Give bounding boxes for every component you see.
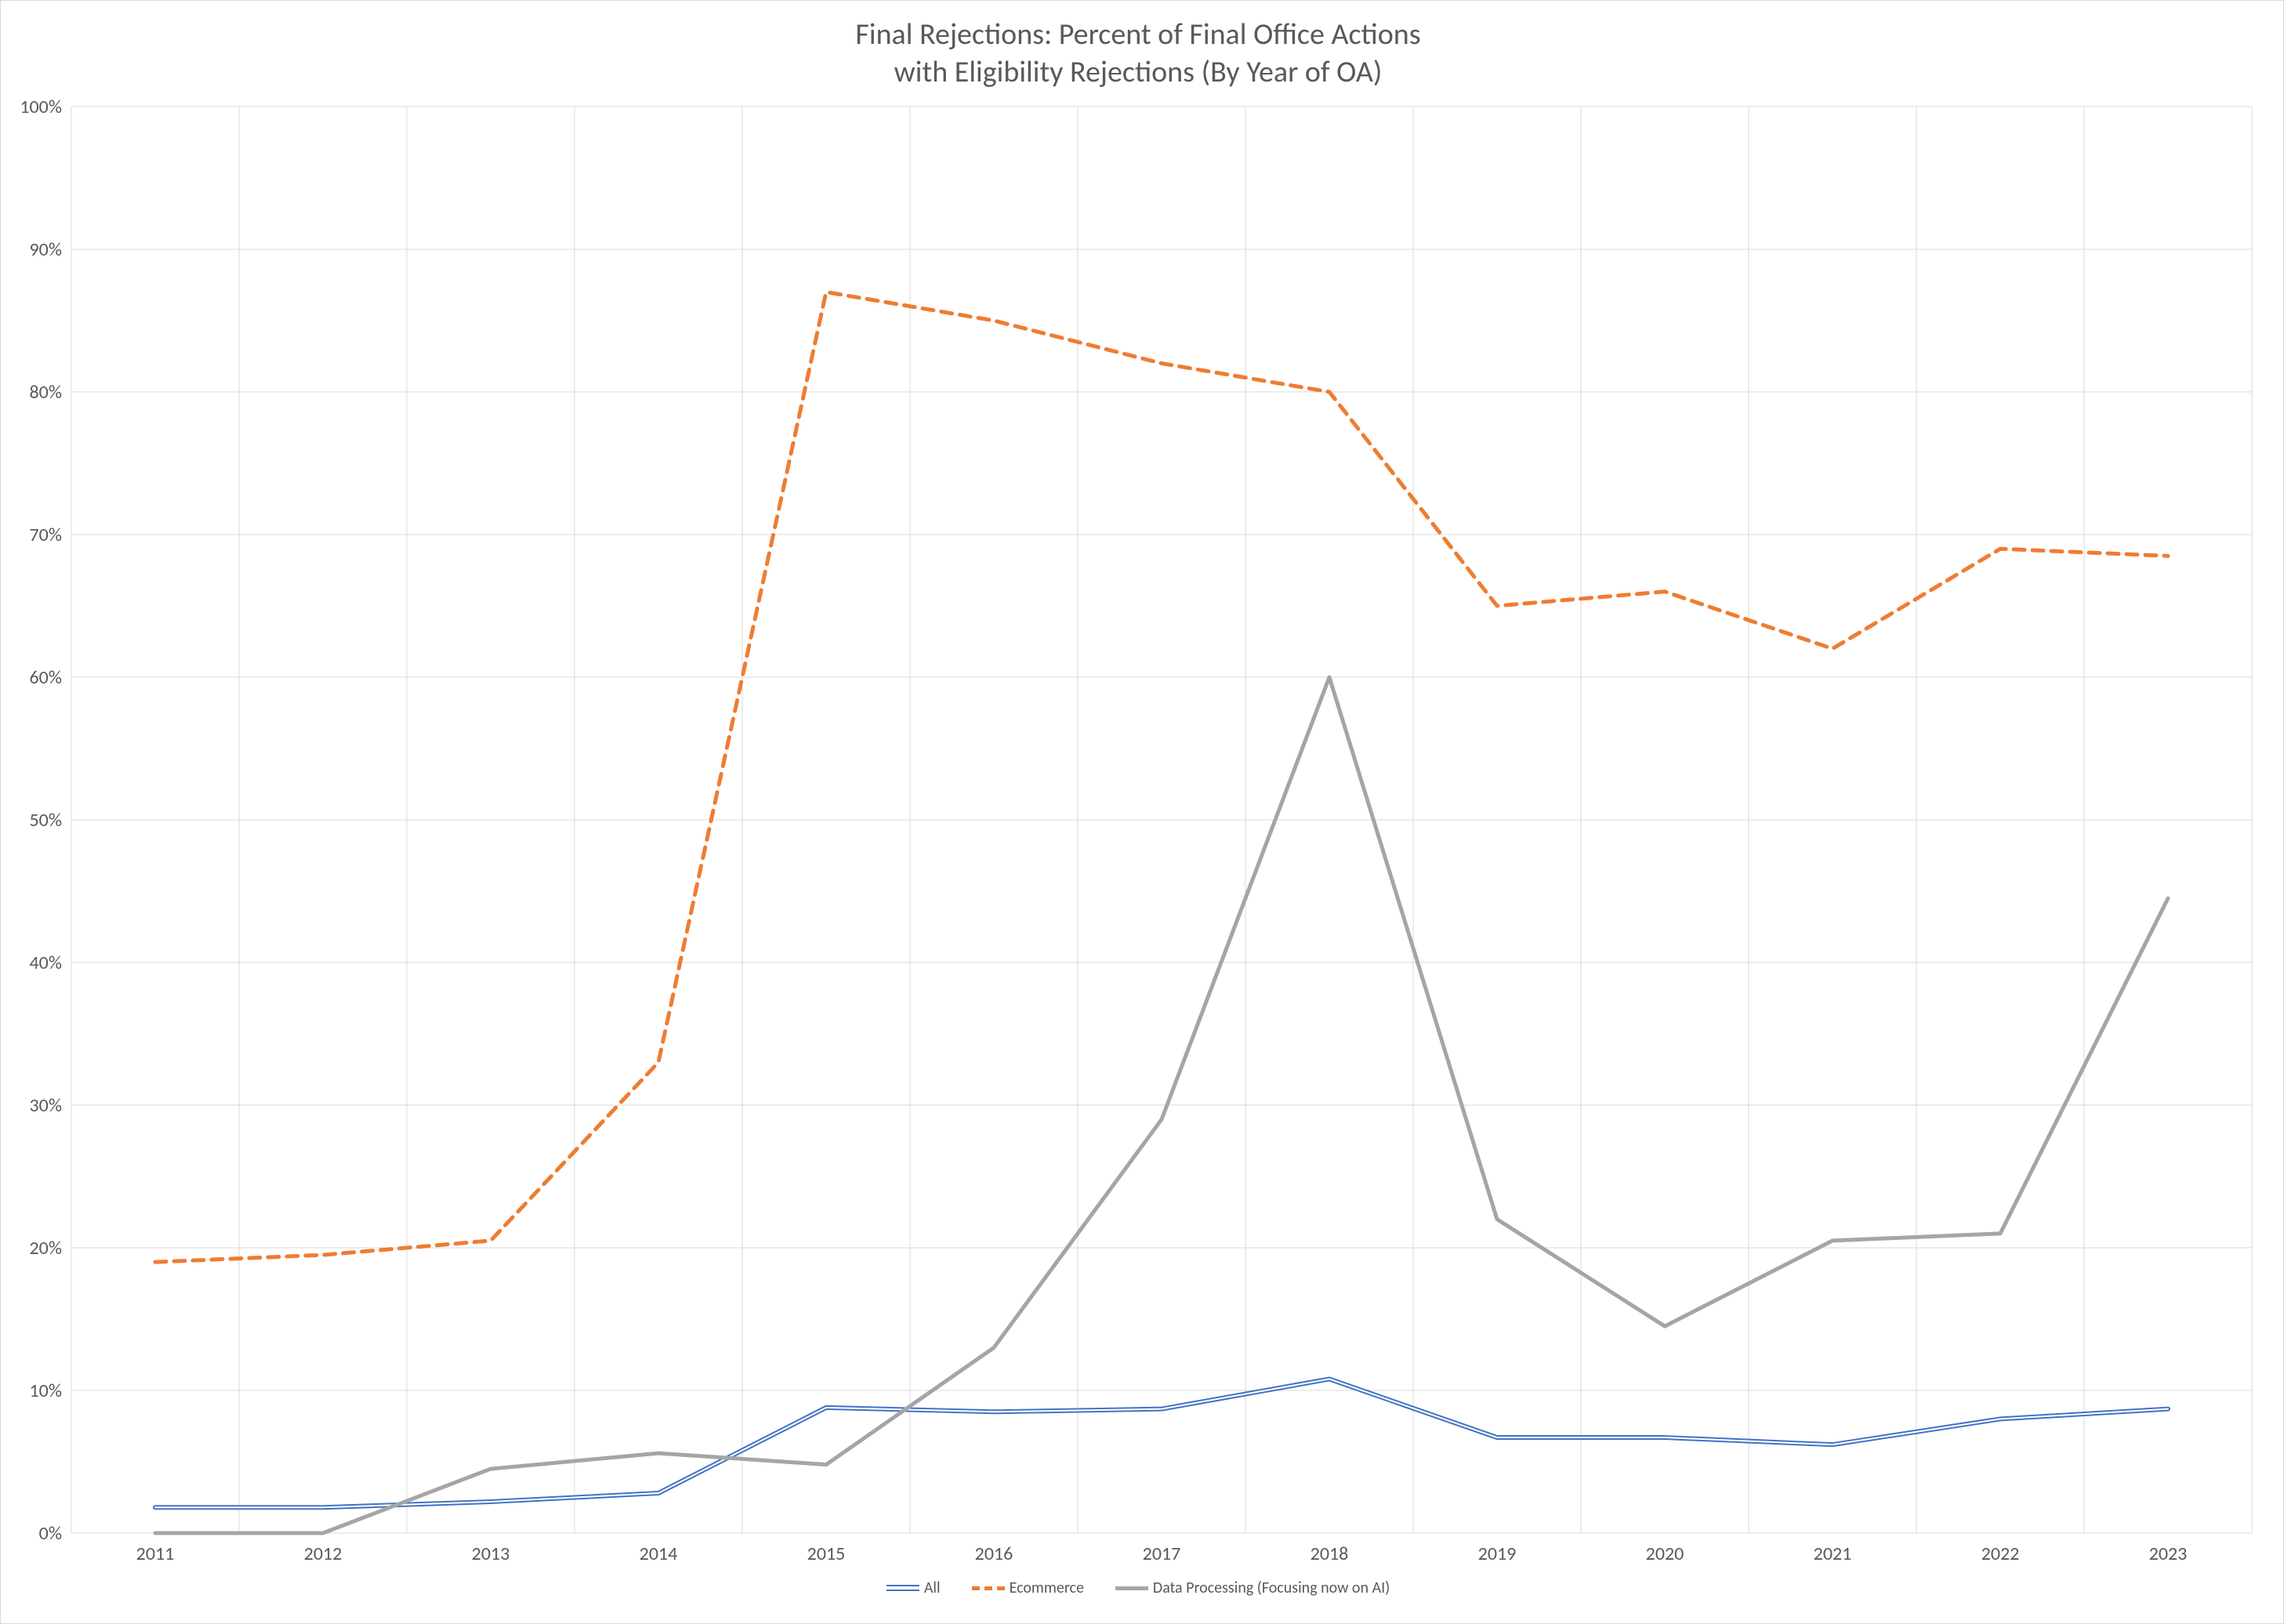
x-tick-label: 2021 bbox=[1814, 1542, 1852, 1565]
title-line-1: Final Rejections: Percent of Final Offic… bbox=[855, 16, 1420, 53]
x-tick-label: 2023 bbox=[2149, 1542, 2188, 1565]
y-tick-label: 50% bbox=[30, 809, 62, 832]
y-tick-label: 60% bbox=[30, 666, 62, 689]
y-tick-label: 70% bbox=[30, 524, 62, 546]
x-tick-label: 2016 bbox=[975, 1542, 1013, 1565]
x-tick-label: 2014 bbox=[640, 1542, 678, 1565]
x-tick-label: 2017 bbox=[1143, 1542, 1181, 1565]
x-tick-label: 2011 bbox=[136, 1542, 175, 1565]
y-tick-label: 0% bbox=[39, 1522, 62, 1545]
title-line-2: with Eligibility Rejections (By Year of … bbox=[894, 54, 1383, 90]
chart-container: Final Rejections: Percent of Final Offic… bbox=[0, 0, 2284, 1624]
y-tick-label: 30% bbox=[30, 1094, 62, 1117]
y-tick-label: 100% bbox=[20, 99, 62, 118]
y-tick-label: 80% bbox=[30, 381, 62, 404]
x-tick-label: 2019 bbox=[1478, 1542, 1517, 1565]
x-tick-label: 2020 bbox=[1646, 1542, 1684, 1565]
legend-label: All bbox=[924, 1579, 941, 1597]
x-tick-label: 2018 bbox=[1311, 1542, 1349, 1565]
legend-swatch bbox=[1115, 1586, 1148, 1590]
legend-swatch bbox=[972, 1586, 1005, 1590]
x-tick-label: 2015 bbox=[807, 1542, 846, 1565]
chart-title: Final Rejections: Percent of Final Offic… bbox=[40, 16, 2236, 91]
y-tick-label: 10% bbox=[30, 1379, 62, 1402]
y-tick-label: 20% bbox=[30, 1237, 62, 1260]
legend-label: Data Processing (Focusing now on AI) bbox=[1153, 1579, 1390, 1597]
legend-swatch bbox=[886, 1585, 919, 1591]
y-tick-label: 40% bbox=[30, 952, 62, 974]
x-tick-label: 2022 bbox=[1981, 1542, 2020, 1565]
x-tick-label: 2013 bbox=[472, 1542, 510, 1565]
plot-area: 0% 10% 20% 30% 40% 50% 60% 70% 80% 90% 100% 2011 201… bbox=[9, 99, 2268, 1572]
legend: All Ecommerce Data Processing (Focusing no… bbox=[9, 1579, 2268, 1597]
x-tick-label: 2012 bbox=[304, 1542, 343, 1565]
legend-label: Ecommerce bbox=[1010, 1579, 1084, 1597]
legend-item: All bbox=[886, 1579, 941, 1597]
series-line-outer bbox=[155, 1379, 2168, 1507]
y-tick-label: 90% bbox=[30, 238, 62, 261]
legend-item: Data Processing (Focusing now on AI) bbox=[1115, 1579, 1390, 1597]
legend-item: Ecommerce bbox=[972, 1579, 1084, 1597]
series-line-inner bbox=[155, 1379, 2168, 1507]
